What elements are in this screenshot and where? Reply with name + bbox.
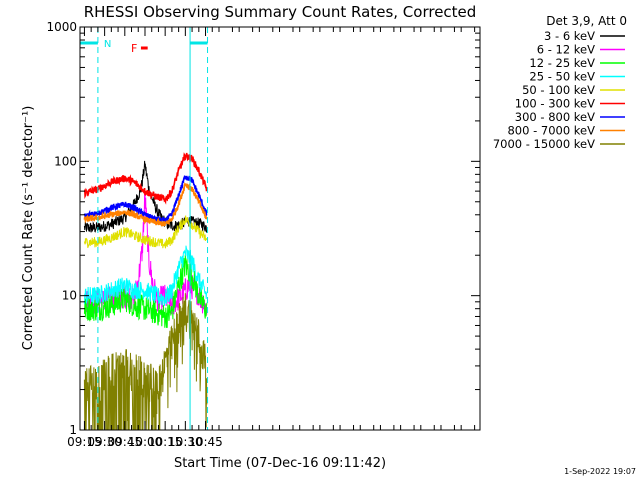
- legend-entry-label: 100 - 300 keV: [515, 97, 595, 111]
- series-line: [83, 254, 208, 328]
- x-tick-label: 09:45: [108, 435, 143, 449]
- legend-entry-label: 300 - 800 keV: [515, 110, 595, 124]
- x-tick-label: 10:30: [168, 435, 203, 449]
- series-line: [83, 175, 208, 224]
- series-line: [83, 245, 208, 306]
- y-tick-label: 1000: [46, 20, 77, 34]
- y-tick-label: 100: [54, 154, 77, 168]
- legend-entry-label: 50 - 100 keV: [522, 83, 595, 97]
- flare-flag-label: F: [131, 42, 137, 55]
- legend-entry-label: 6 - 12 keV: [537, 43, 595, 57]
- legend-entry-label: 3 - 6 keV: [544, 29, 595, 43]
- legend-entry-label: 25 - 50 keV: [529, 70, 595, 84]
- y-axis-label: Corrected Count Rate (s⁻¹ detector⁻¹): [21, 106, 36, 351]
- chart-title: RHESSI Observing Summary Count Rates, Co…: [84, 3, 477, 21]
- legend-title: Det 3,9, Att 0: [546, 14, 627, 28]
- x-axis-label: Start Time (07-Dec-16 09:11:42): [174, 456, 386, 471]
- axes-group: 1 10 100 1000 09:1509:3009:4510:0010:1510:30…: [46, 20, 481, 449]
- legend-entry-label: 7000 - 15000 keV: [493, 137, 595, 151]
- series-line: [83, 152, 208, 205]
- series-line: [83, 215, 208, 249]
- x-tick-label: 09:15: [67, 435, 102, 449]
- series-group: [83, 152, 208, 431]
- legend-entry-label: 800 - 7000 keV: [507, 124, 595, 138]
- x-tick-label: 10:00: [128, 435, 163, 449]
- x-tick-label: 09:30: [87, 435, 122, 449]
- series-line: [83, 181, 208, 227]
- x-tick-label: 10:45: [188, 435, 223, 449]
- date-stamp: 1-Sep-2022 19:07: [564, 467, 636, 476]
- x-tick-label: 10:15: [148, 435, 183, 449]
- y-tick-label: 1: [69, 423, 77, 437]
- y-tick-label: 10: [62, 289, 77, 303]
- night-flag-label: N: [104, 39, 111, 50]
- series-line: [83, 293, 208, 431]
- legend-entry-label: 12 - 25 keV: [529, 56, 595, 70]
